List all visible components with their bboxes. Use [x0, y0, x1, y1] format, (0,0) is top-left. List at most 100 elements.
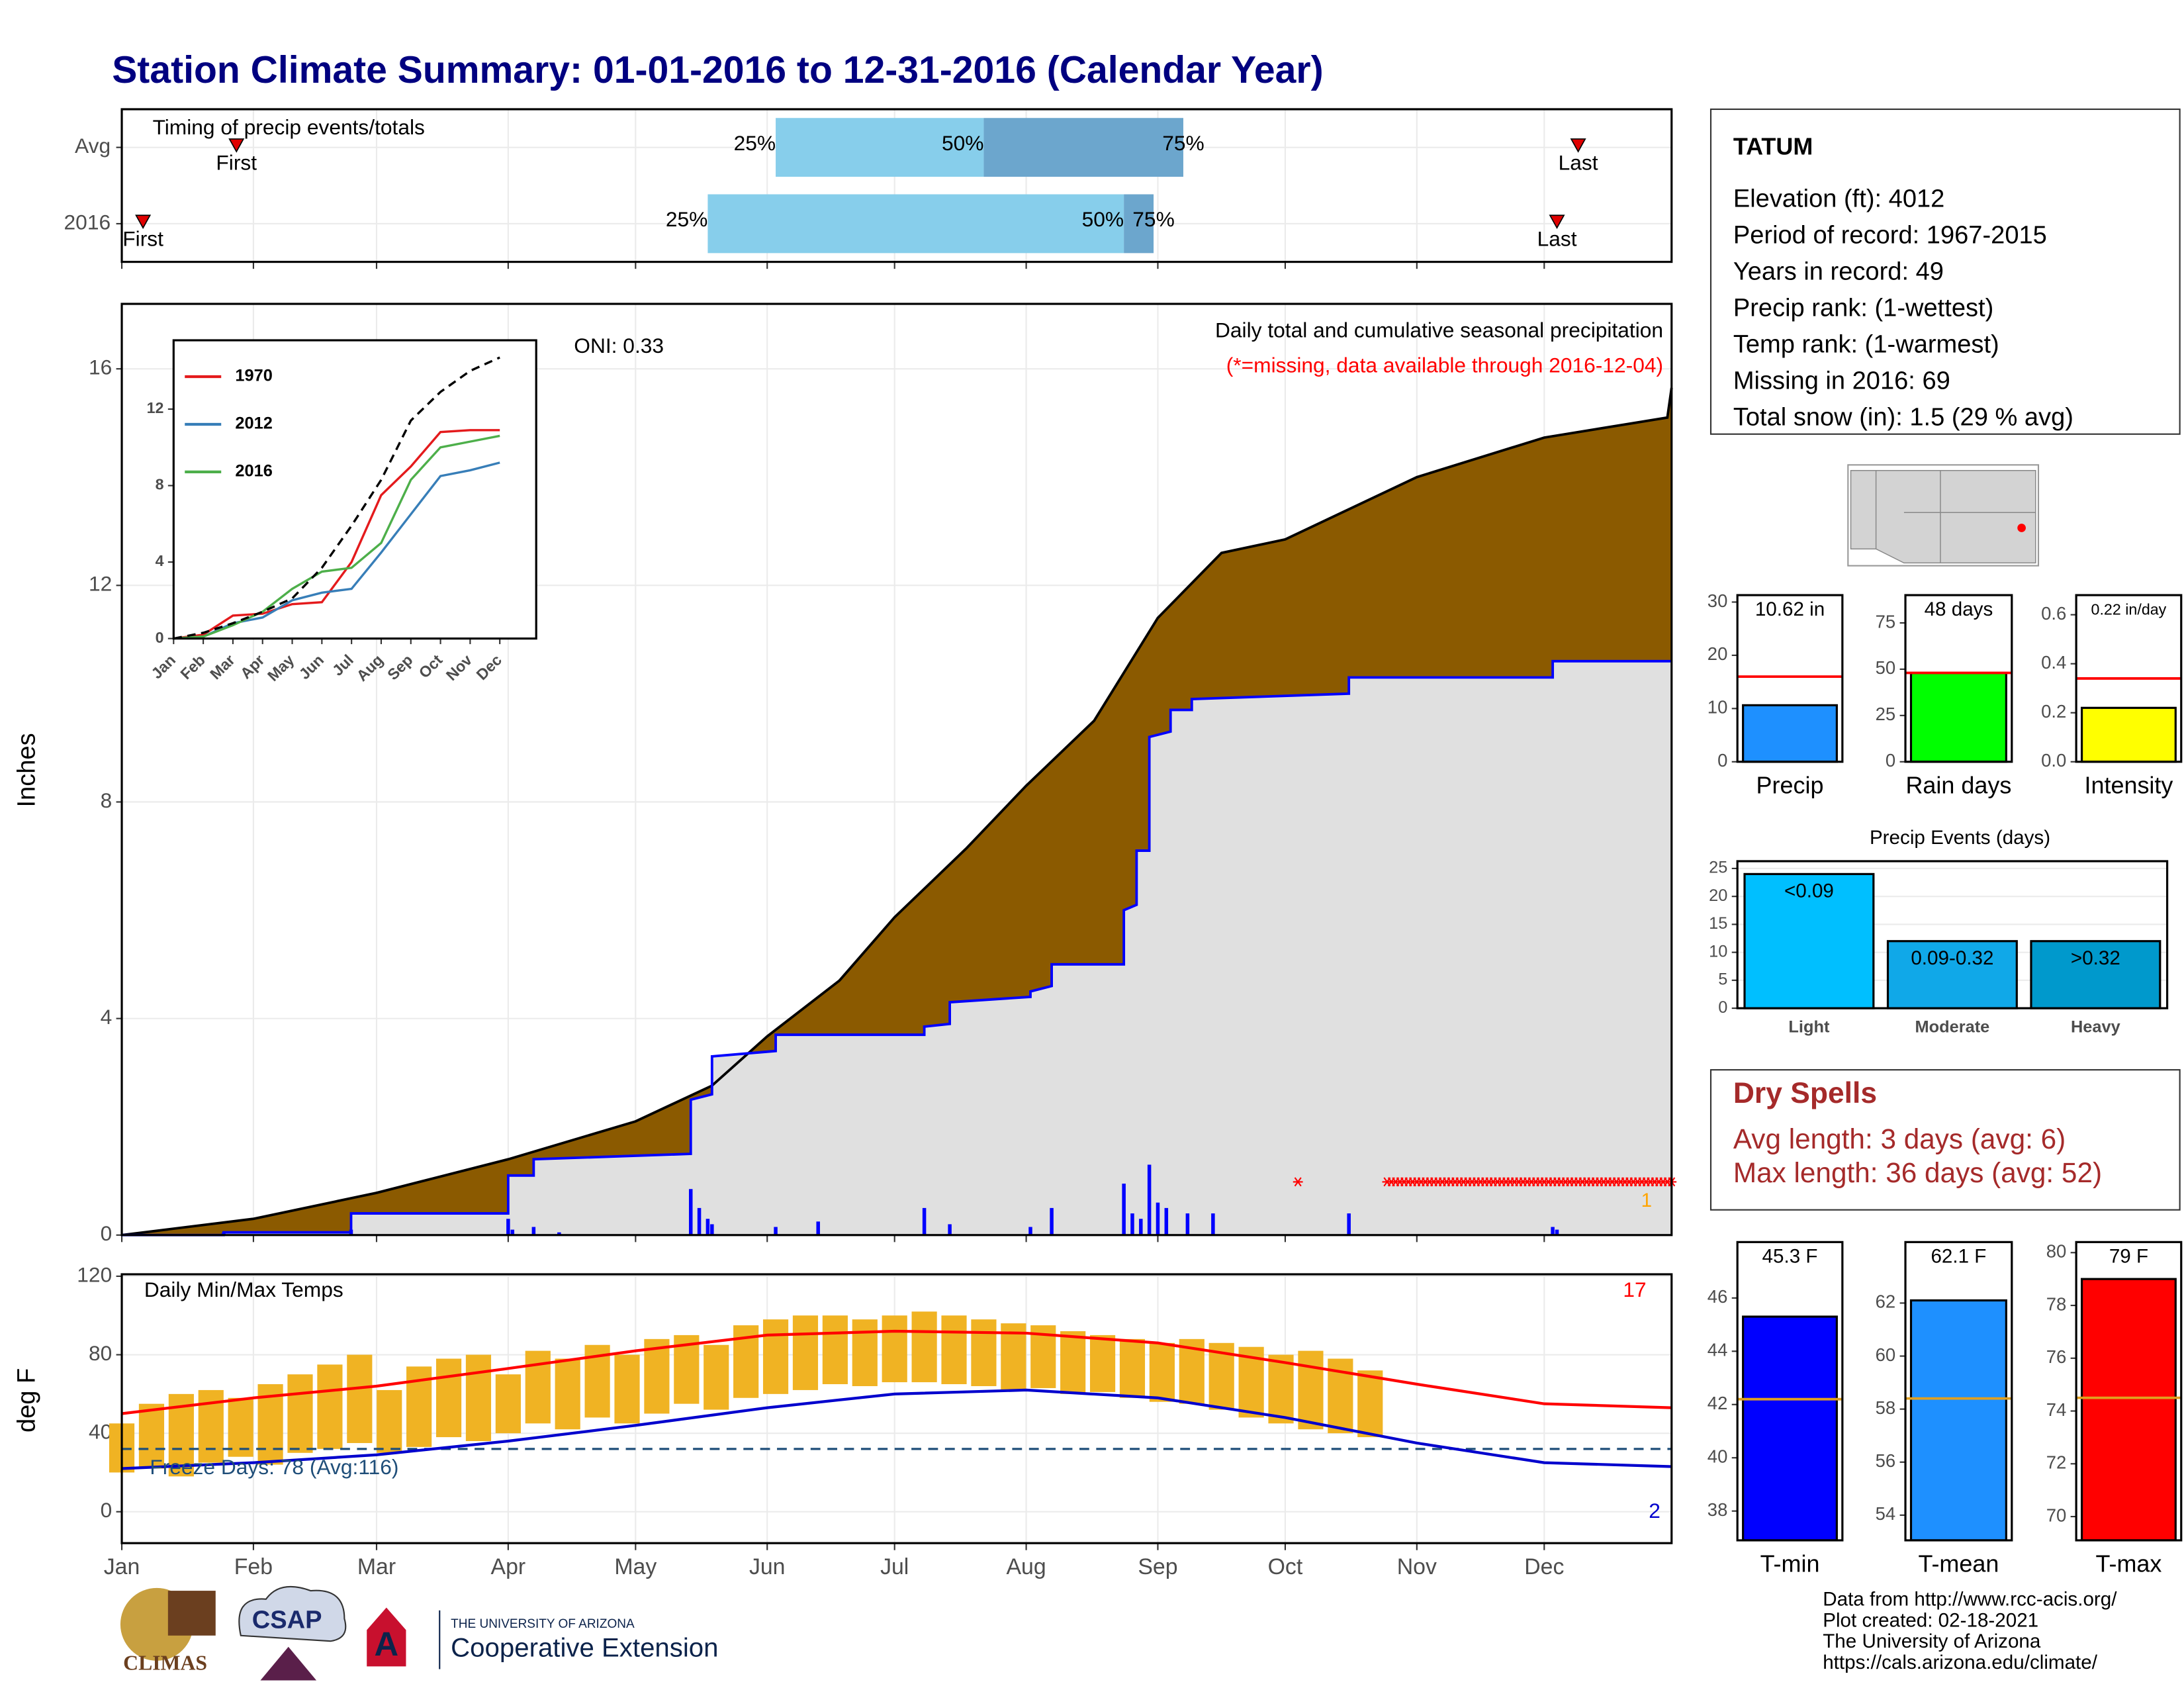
daily-precip-bar — [349, 1229, 353, 1235]
y-tick-label: 20 — [1709, 886, 1727, 905]
bar — [1886, 940, 2018, 1009]
y-tick-label: 0.4 — [2041, 652, 2066, 673]
x-tick-label: Feb — [234, 1554, 273, 1579]
y-tick-label: 120 — [77, 1262, 112, 1286]
x-tick-label: Sep — [1138, 1554, 1177, 1579]
value-label: 45.3 F — [1762, 1245, 1818, 1267]
y-tick-label: 0 — [101, 1498, 113, 1522]
inset-line — [173, 429, 500, 640]
annotation: ONI: 0.33 — [574, 334, 664, 357]
x-tick-label: Moderate — [1915, 1017, 1989, 1036]
daily-temp-bar — [1089, 1335, 1116, 1392]
daily-temp-bar — [822, 1315, 848, 1385]
dry-spells-box — [1709, 1069, 2181, 1211]
x-tick-label: Light — [1788, 1017, 1830, 1036]
footer-line: https://cals.arizona.edu/climate/ — [1823, 1652, 2098, 1673]
timing-label: Last — [1537, 227, 1577, 251]
station-line: Total snow (in): 1.5 (29 % avg) — [1733, 404, 2073, 432]
daily-precip-bar — [1147, 1164, 1152, 1235]
quartile-label: 50% — [942, 131, 983, 155]
daily-temp-bar — [347, 1354, 373, 1443]
legend-label: 2012 — [235, 414, 272, 433]
y-tick-label: 10 — [1707, 697, 1728, 718]
daily-precip-bar — [506, 1219, 510, 1235]
daily-temp-bar — [1119, 1338, 1146, 1398]
legend-label: 1970 — [235, 367, 272, 385]
y-tick-label: 44 — [1707, 1340, 1728, 1360]
chart-title: Precip Events (days) — [1870, 827, 2050, 849]
x-axis-label: T-min — [1760, 1550, 1820, 1577]
logo-text: Cooperative Extension — [451, 1633, 718, 1663]
quartile-label: 25% — [734, 131, 776, 155]
inset-line — [173, 434, 500, 640]
legend-label: 2016 — [235, 462, 272, 481]
bar — [1909, 1299, 2007, 1542]
daily-precip-bar — [1555, 1229, 1559, 1235]
y-tick-label: 0 — [1886, 750, 1895, 771]
chart-title: Timing of precip events/totals — [153, 115, 425, 139]
y-tick-label: 0.6 — [2041, 603, 2066, 624]
daily-precip-bar — [1185, 1213, 1190, 1235]
dry-spells-title: Dry Spells — [1733, 1077, 1877, 1109]
y-tick-label: 15 — [1709, 914, 1727, 933]
value-label: 10.62 in — [1755, 598, 1825, 620]
y-tick-label: 0 — [1717, 750, 1727, 771]
daily-temp-bar — [971, 1319, 997, 1386]
y-tick-label: 78 — [2046, 1293, 2067, 1314]
y-tick-label: 74 — [2046, 1399, 2067, 1420]
y-tick-label: 42 — [1707, 1393, 1728, 1413]
daily-temp-bar — [555, 1358, 580, 1430]
x-axis-label: T-mean — [1918, 1550, 1999, 1577]
x-tick-label: Mar — [357, 1554, 396, 1579]
y-tick-label: 0.2 — [2041, 701, 2066, 722]
plot-frame — [1904, 1241, 2013, 1542]
station-name: TATUM — [1733, 133, 1813, 160]
plot-frame — [1736, 1241, 1844, 1542]
timing-label: Last — [1559, 150, 1598, 174]
daily-precip-bar — [1122, 1184, 1126, 1235]
inset-line — [173, 461, 500, 640]
daily-precip-bar — [816, 1221, 820, 1235]
daily-temp-bar — [1060, 1331, 1086, 1394]
dry-spells-line: Max length: 36 days (avg: 52) — [1733, 1157, 2102, 1188]
annotation: Freeze Days: 78 (Avg:116) — [150, 1455, 398, 1479]
y-tick-label: 12 — [89, 572, 112, 596]
quartile-bar — [776, 118, 984, 177]
timing-label: First — [122, 227, 163, 251]
y-axis-label: deg F — [13, 1368, 40, 1432]
y-tick-label: 2016 — [64, 210, 111, 234]
station-box — [1709, 108, 2181, 435]
plot-frame — [120, 303, 1673, 1237]
daily-temp-bar — [317, 1364, 343, 1449]
x-tick-label: Heavy — [2071, 1017, 2120, 1036]
y-tick-label: 25 — [1876, 704, 1896, 724]
daily-temp-bar — [1149, 1342, 1175, 1402]
annotation: Daily total and cumulative seasonal prec… — [1215, 318, 1663, 342]
quartile-bar — [707, 194, 1124, 254]
bar — [1909, 671, 2007, 763]
y-tick-label: 38 — [1707, 1499, 1728, 1520]
footer-line: Plot created: 02-18-2021 — [1823, 1609, 2038, 1631]
daily-precip-bar — [948, 1224, 952, 1235]
page-title: Station Climate Summary: 01-01-2016 to 1… — [112, 49, 1323, 91]
bar — [1742, 1315, 1838, 1542]
station-line: Years in record: 49 — [1733, 258, 1944, 286]
value-label: 62.1 F — [1931, 1245, 1986, 1267]
y-tick-label: 8 — [156, 476, 164, 493]
locator-map — [1847, 464, 2040, 567]
daily-temp-bar — [941, 1315, 967, 1385]
missing-marker — [1293, 1177, 1303, 1187]
x-axis-label: Intensity — [2084, 771, 2173, 798]
bar-label: 0.09-0.32 — [1911, 947, 1993, 969]
x-tick-label: Aug — [1006, 1554, 1046, 1579]
footer-line: The University of Arizona — [1823, 1630, 2041, 1652]
daily-temp-bar — [852, 1319, 878, 1386]
y-tick-label: 62 — [1876, 1291, 1896, 1312]
bar-label: <0.09 — [1784, 880, 1834, 902]
x-tick-label: Jul — [880, 1554, 909, 1579]
timing-label: First — [216, 150, 257, 174]
daily-precip-bar — [1130, 1213, 1134, 1235]
y-tick-label: 8 — [101, 788, 113, 812]
daily-temp-bar — [465, 1354, 492, 1441]
